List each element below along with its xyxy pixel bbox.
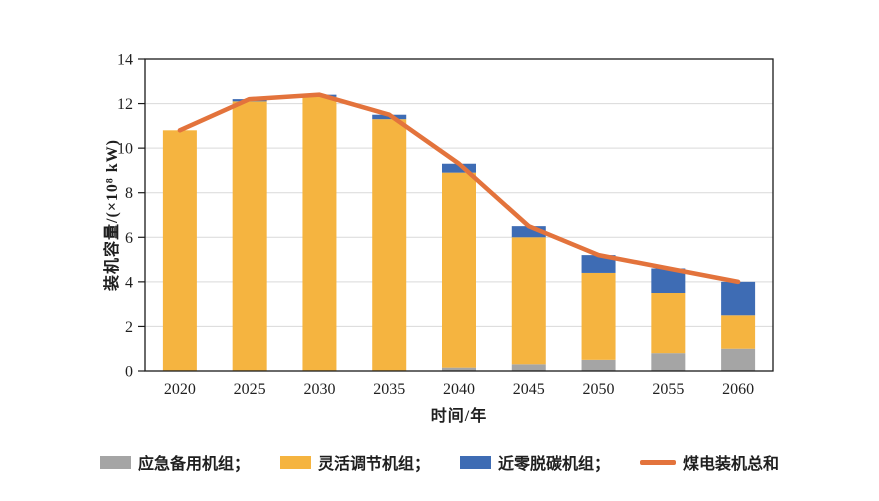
bar-segment-应急备用机组-2050	[581, 359, 616, 371]
legend-swatch-0	[99, 455, 131, 469]
bar-segment-灵活调节机组-2055	[651, 293, 686, 354]
legend-swatch-1	[279, 455, 311, 469]
x-tick-label-2030: 2030	[303, 381, 335, 398]
legend-label: 应急备用机组；	[137, 456, 250, 473]
legend-label: 煤电装机总和	[683, 456, 780, 473]
bar-segment-灵活调节机组-2020	[162, 130, 197, 371]
legend-item-0: 应急备用机组；	[99, 450, 250, 474]
x-tick-label-2055: 2055	[652, 381, 684, 398]
x-tick-label-2035: 2035	[373, 381, 405, 398]
chart-plot-area: 0 2 4 6 8 10 12 14 2020 2025 2030 2035 2040 2045 2050 2…	[117, 52, 774, 398]
bar-segment-灵活调节机组-2035	[372, 119, 407, 372]
bar-segment-近零脱碳机组-2050	[581, 255, 616, 273]
bar-segment-应急备用机组-2040	[442, 367, 476, 371]
legend-label: 近零脱碳机组；	[498, 456, 611, 473]
y-tick-label-0: 0	[125, 364, 133, 381]
bar-segment-灵活调节机组-2050	[581, 272, 616, 360]
legend-line-swatch-3	[640, 459, 677, 465]
x-tick-label-2060: 2060	[722, 381, 754, 398]
bar-segment-近零脱碳机组-2060	[721, 281, 756, 316]
x-tick-label-2040: 2040	[443, 381, 475, 398]
bar-segment-灵活调节机组-2040	[442, 172, 476, 368]
legend-item-2: 近零脱碳机组；	[460, 450, 610, 474]
y-tick-label-14: 14	[117, 52, 133, 69]
plot-border	[144, 58, 774, 372]
bar-segment-应急备用机组-2045	[511, 364, 546, 371]
y-axis-title: 装机容量/(×10⁸ kW)	[104, 139, 121, 291]
bar-segment-应急备用机组-2055	[651, 353, 686, 371]
legend-swatch-2	[460, 455, 491, 469]
chart-legend: 应急备用机组； 灵活调节机组； 近零脱碳机组； 煤电装机总和	[0, 440, 879, 484]
x-tick-label-2045: 2045	[513, 381, 545, 398]
bar-segment-灵活调节机组-2025	[232, 101, 267, 371]
bar-segment-灵活调节机组-2060	[721, 315, 756, 349]
total-line-煤电装机总和	[177, 92, 741, 285]
bar-segment-近零脱碳机组-2045	[511, 226, 546, 238]
x-tick-label-2025: 2025	[234, 381, 266, 398]
bar-segment-灵活调节机组-2030	[302, 96, 337, 371]
legend-item-1: 灵活调节机组；	[279, 450, 430, 474]
x-axis-title: 时间/年	[430, 408, 488, 425]
x-tick-label-2050: 2050	[583, 381, 615, 398]
y-tick-label-4: 4	[125, 274, 133, 291]
bar-segment-应急备用机组-2060	[721, 348, 756, 371]
x-tick-label-2020: 2020	[164, 381, 196, 398]
y-tick-label-6: 6	[125, 230, 133, 247]
legend-item-3: 煤电装机总和	[640, 450, 779, 474]
y-tick-label-10: 10	[117, 141, 133, 158]
y-tick-label-2: 2	[125, 319, 133, 336]
bar-segment-灵活调节机组-2045	[511, 237, 546, 365]
y-tick-label-12: 12	[117, 96, 133, 113]
y-tick-label-8: 8	[125, 185, 133, 202]
bar-segment-近零脱碳机组-2040	[442, 163, 476, 173]
legend-label: 灵活调节机组；	[317, 456, 430, 473]
